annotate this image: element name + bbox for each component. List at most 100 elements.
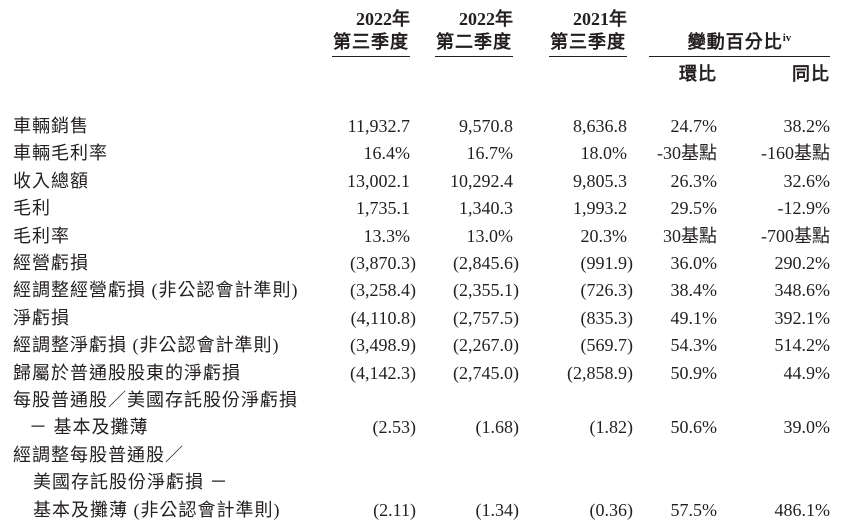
cell-qoq: 24.7% xyxy=(670,116,718,136)
table-row-net-loss-attributable-to-shareholders: 歸屬於普通股股東的淨虧損 (4,142.3) (2,745.0) (2,858.… xyxy=(0,360,842,387)
header-yoy: 同比 xyxy=(792,64,830,84)
cell-qoq: 26.3% xyxy=(670,170,718,191)
cell-2021q3: (569.7) xyxy=(580,335,634,356)
row-label: － 基本及攤薄 xyxy=(29,417,149,438)
table-row-gross-profit: 毛利 1,735.1 1,340.3 1,993.2 29.5% -12.9% xyxy=(0,195,842,222)
row-label: 淨虧損 xyxy=(13,307,70,328)
cell-2021q3: (0.36) xyxy=(589,499,634,520)
table-row-vehicle-sales: 車輛銷售 11,932.7 9,570.8 8,636.8 24.7% 38.2… xyxy=(0,113,842,140)
cell-yoy: 348.6% xyxy=(774,280,831,301)
cell-yoy: 32.6% xyxy=(783,170,831,191)
cell-2021q3: (991.9) xyxy=(580,253,634,274)
header-year-2022q2: 2022年 xyxy=(459,9,513,29)
cell-2022q2: (1.34) xyxy=(475,499,520,520)
row-label: 毛利率 xyxy=(13,225,70,246)
table-row-adjusted-loss-per-share-heading-2: 美國存託股份淨虧損 － xyxy=(0,469,842,496)
header-corner xyxy=(0,0,325,30)
cell-2021q3: (2,858.9) xyxy=(567,362,633,383)
cell-2021q3: (835.3) xyxy=(580,307,634,328)
cell-2022q3: 16.4% xyxy=(363,143,411,164)
table-row-gross-margin: 毛利率 13.3% 13.0% 20.3% 30基點 -700基點 xyxy=(0,223,842,250)
cell-2022q3: (4,110.8) xyxy=(350,307,416,328)
header-body-gap xyxy=(0,87,842,113)
cell-qoq: 38.4% xyxy=(670,280,718,301)
cell-2022q3: (3,870.3) xyxy=(350,253,416,274)
table-row-adjusted-basic-and-diluted: 基本及攤薄 (非公認會計準則) (2.11) (1.34) (0.36) 57.… xyxy=(0,497,842,524)
cell-qoq: 49.1% xyxy=(670,307,718,328)
row-label: 毛利 xyxy=(13,198,51,219)
table-row-loss-per-share-heading: 每股普通股／美國存託股份淨虧損 xyxy=(0,387,842,414)
cell-yoy: -160基點 xyxy=(761,143,830,164)
cell-2022q2: (2,745.0) xyxy=(453,362,519,383)
row-label: 車輛毛利率 xyxy=(13,143,108,164)
cell-2021q3: 1,993.2 xyxy=(573,198,627,219)
cell-yoy: 514.2% xyxy=(774,335,831,356)
row-label: 歸屬於普通股股東的淨虧損 xyxy=(13,362,241,383)
table-row-operating-loss: 經營虧損 (3,870.3) (2,845.6) (991.9) 36.0% 2… xyxy=(0,250,842,277)
row-label: 基本及攤薄 (非公認會計準則) xyxy=(33,499,281,520)
footnote-iv-superscript: iv xyxy=(782,32,792,44)
cell-2022q3: (4,142.3) xyxy=(350,362,416,383)
table-row-adjusted-loss-per-share-heading-1: 經調整每股普通股／ xyxy=(0,442,842,469)
header-qoq: 環比 xyxy=(679,64,717,84)
header-ratio-row: 環比 同比 xyxy=(0,57,842,87)
cell-2022q2: (1.68) xyxy=(475,417,520,438)
cell-2022q2: (2,267.0) xyxy=(453,335,519,356)
cell-yoy: 38.2% xyxy=(783,116,831,136)
cell-2021q3: 18.0% xyxy=(580,143,628,164)
header-quarter-2021q3: 第三季度 xyxy=(513,30,627,57)
cell-qoq: 36.0% xyxy=(670,253,718,274)
header-change-percentage-group: 變動百分比iv xyxy=(627,30,830,57)
cell-2022q2: (2,757.5) xyxy=(453,307,519,328)
cell-2022q3: (2.11) xyxy=(373,499,416,520)
row-label: 美國存託股份淨虧損 － xyxy=(33,472,229,493)
header-quarter-row: 第三季度 第二季度 第三季度 變動百分比iv xyxy=(0,30,842,57)
row-label: 每股普通股／美國存託股份淨虧損 xyxy=(13,390,298,411)
cell-yoy: -12.9% xyxy=(777,198,831,219)
row-label: 經調整淨虧損 (非公認會計準則) xyxy=(13,335,280,356)
cell-2021q3: (1.82) xyxy=(589,417,634,438)
cell-2022q2: (2,355.1) xyxy=(453,280,519,301)
cell-qoq: 50.6% xyxy=(670,417,718,438)
cell-2022q3: 11,932.7 xyxy=(347,116,410,136)
cell-qoq: 50.9% xyxy=(670,362,718,383)
header-year-2022q3: 2022年 xyxy=(356,9,410,29)
header-year-row: 2022年 2022年 2021年 xyxy=(0,0,842,30)
cell-yoy: 290.2% xyxy=(774,253,831,274)
table-row-vehicle-margin: 車輛毛利率 16.4% 16.7% 18.0% -30基點 -160基點 xyxy=(0,140,842,167)
cell-yoy: 392.1% xyxy=(774,307,831,328)
cell-2022q3: (3,258.4) xyxy=(350,280,416,301)
cell-2022q3: 13.3% xyxy=(363,225,411,246)
cell-yoy: 44.9% xyxy=(783,362,831,383)
cell-2022q2: 10,292.4 xyxy=(450,170,513,191)
header-quarter-2022q2: 第二季度 xyxy=(410,30,513,57)
cell-yoy: 486.1% xyxy=(774,499,831,520)
cell-2021q3: 9,805.3 xyxy=(573,170,627,191)
cell-2021q3: 8,636.8 xyxy=(573,116,627,136)
cell-2022q3: (3,498.9) xyxy=(350,335,416,356)
cell-2022q2: 9,570.8 xyxy=(459,116,513,136)
row-label: 經營虧損 xyxy=(13,253,89,274)
row-label: 收入總額 xyxy=(13,170,89,191)
cell-yoy: -700基點 xyxy=(761,225,830,246)
cell-2021q3: 20.3% xyxy=(580,225,628,246)
cell-qoq: 30基點 xyxy=(663,225,717,246)
header-year-2021q3: 2021年 xyxy=(573,9,627,29)
cell-qoq: 57.5% xyxy=(670,499,718,520)
cell-2022q2: (2,845.6) xyxy=(453,253,519,274)
row-label: 經調整經營虧損 (非公認會計準則) xyxy=(13,280,299,301)
cell-2022q2: 16.7% xyxy=(466,143,514,164)
table-row-total-revenues: 收入總額 13,002.1 10,292.4 9,805.3 26.3% 32.… xyxy=(0,168,842,195)
cell-qoq: 29.5% xyxy=(670,198,718,219)
table-row-adjusted-net-loss: 經調整淨虧損 (非公認會計準則) (3,498.9) (2,267.0) (56… xyxy=(0,332,842,359)
cell-2022q3: (2.53) xyxy=(372,417,417,438)
header-quarter-2022q3: 第三季度 xyxy=(325,30,410,57)
table-row-adjusted-operating-loss: 經調整經營虧損 (非公認會計準則) (3,258.4) (2,355.1) (7… xyxy=(0,277,842,304)
cell-2022q3: 1,735.1 xyxy=(356,198,410,219)
row-label: 經調整每股普通股／ xyxy=(13,444,184,465)
cell-yoy: 39.0% xyxy=(783,417,831,438)
cell-qoq: 54.3% xyxy=(670,335,718,356)
table-row-basic-and-diluted: － 基本及攤薄 (2.53) (1.68) (1.82) 50.6% 39.0% xyxy=(0,414,842,441)
